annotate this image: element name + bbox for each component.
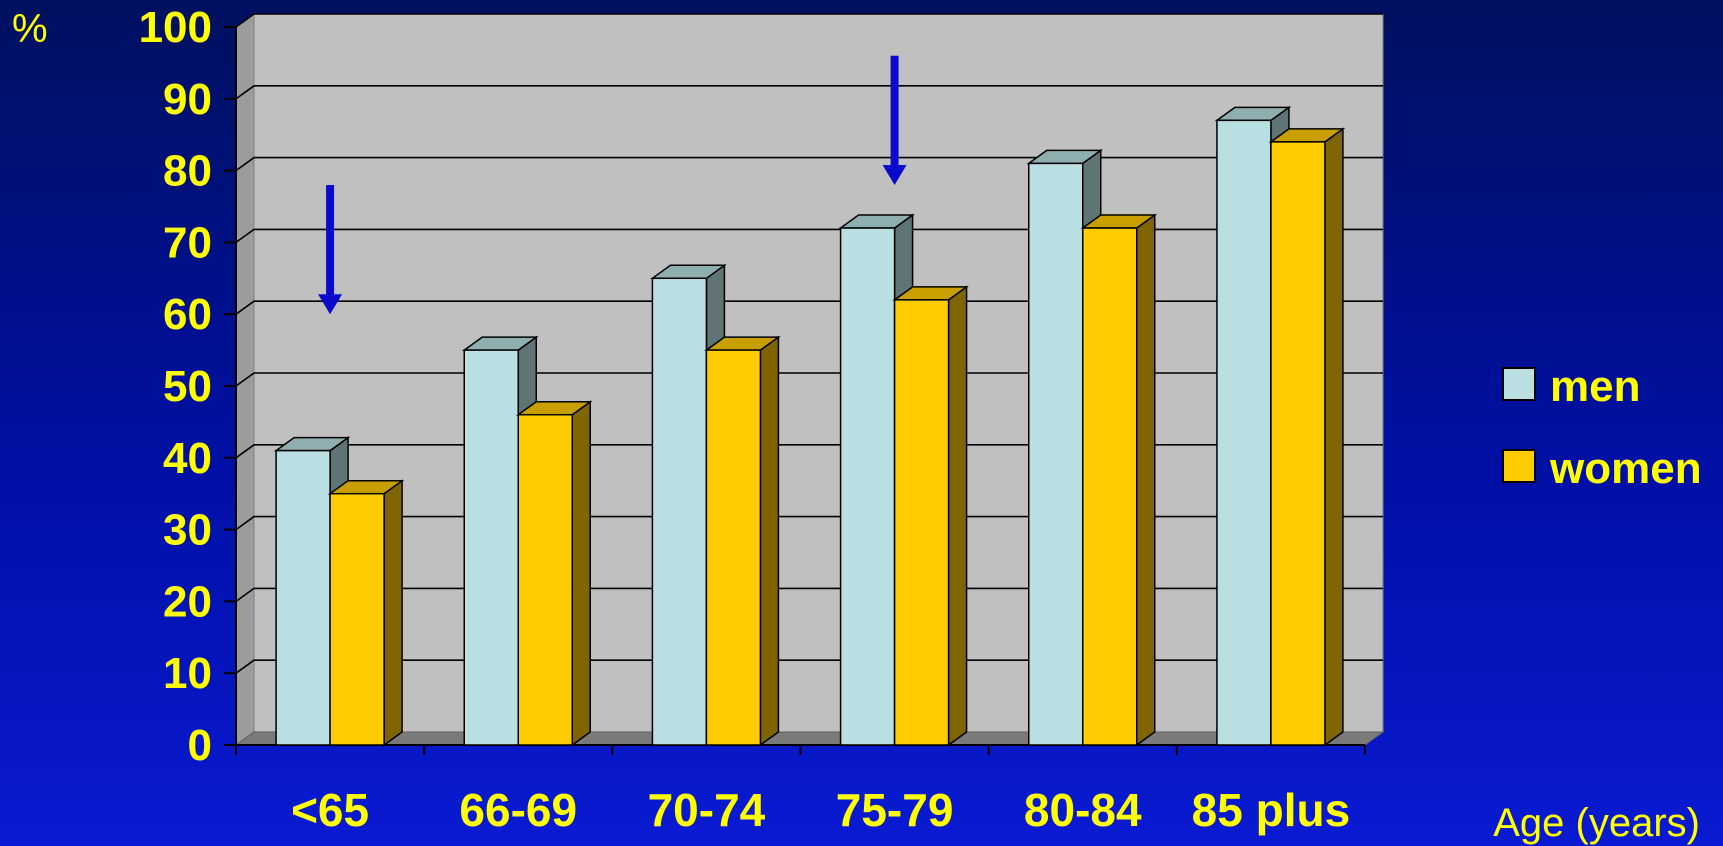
gridline bbox=[235, 156, 1383, 172]
bar-women-70-74 bbox=[704, 335, 781, 747]
plot-area bbox=[224, 13, 1385, 755]
bar-women-<65 bbox=[327, 479, 405, 747]
gridline bbox=[235, 443, 1383, 459]
y-tick-label: 0 bbox=[188, 721, 212, 770]
bar-side bbox=[383, 479, 403, 747]
gridline bbox=[235, 85, 1383, 100]
arrow-head bbox=[318, 294, 343, 315]
gridline bbox=[235, 515, 1383, 531]
y-tick-label: 80 bbox=[163, 147, 212, 196]
bar-side bbox=[1324, 127, 1344, 747]
bar-front bbox=[463, 349, 519, 746]
y-axis-unit-label: % bbox=[12, 7, 48, 51]
bar-front bbox=[275, 449, 331, 746]
bar-women-75-79 bbox=[892, 285, 969, 747]
x-tick-label: 75-79 bbox=[836, 784, 954, 836]
bar-front bbox=[517, 413, 573, 746]
gridline bbox=[235, 300, 1383, 315]
down-arrow-annotation bbox=[318, 184, 343, 315]
y-tick-label: 90 bbox=[163, 75, 212, 124]
y-tick-label: 70 bbox=[163, 218, 212, 267]
legend-swatch-women bbox=[1502, 449, 1536, 483]
legend: men women bbox=[1502, 362, 1702, 493]
bar-side bbox=[759, 335, 780, 747]
bar-front bbox=[1028, 162, 1084, 746]
y-tick-label: 30 bbox=[163, 506, 212, 555]
legend-label-men: men bbox=[1550, 362, 1640, 411]
down-arrow-annotation bbox=[882, 55, 907, 185]
bar-front bbox=[651, 277, 708, 746]
gridline bbox=[235, 372, 1383, 387]
bar-women-66-69 bbox=[515, 400, 593, 747]
y-tick-label: 40 bbox=[163, 434, 212, 483]
bar-front bbox=[893, 299, 950, 746]
bar-women-85 plus bbox=[1268, 127, 1346, 747]
bar-front bbox=[1082, 227, 1138, 746]
gridline bbox=[235, 13, 1383, 28]
y-tick-labels: 0 10 20 30 40 50 60 70 80 90 100 bbox=[139, 3, 212, 770]
arrow-head bbox=[882, 164, 907, 185]
x-tick-label: 85 plus bbox=[1192, 784, 1351, 836]
bars bbox=[273, 105, 1346, 747]
bar-front bbox=[1270, 141, 1326, 746]
bar-front bbox=[839, 227, 896, 746]
bar-front bbox=[1216, 119, 1272, 746]
x-tick-labels: <65 66-69 70-74 75-79 80-84 85 plus bbox=[291, 784, 1350, 836]
bar-side bbox=[1136, 213, 1156, 747]
legend-label-women: women bbox=[1549, 444, 1702, 493]
x-tick-label: 80-84 bbox=[1024, 784, 1142, 836]
x-tick-label: <65 bbox=[291, 784, 369, 836]
bar-women-80-84 bbox=[1080, 213, 1158, 747]
bar-side bbox=[571, 400, 591, 747]
gridline bbox=[235, 659, 1383, 674]
y-tick-label: 20 bbox=[163, 577, 212, 626]
y-tick-label: 60 bbox=[163, 290, 212, 339]
y-tick-label: 10 bbox=[163, 649, 212, 698]
y-tick-label: 50 bbox=[163, 362, 212, 411]
annotation-arrows bbox=[318, 55, 907, 315]
floor bbox=[234, 731, 1385, 746]
bar-side bbox=[947, 285, 968, 747]
bar-front bbox=[329, 492, 385, 746]
y-tick-label: 100 bbox=[139, 3, 212, 52]
gridline bbox=[235, 587, 1383, 603]
x-tick-label: 70-74 bbox=[648, 784, 766, 836]
legend-swatch-men bbox=[1502, 367, 1536, 401]
x-axis-title: Age (years) bbox=[1493, 801, 1700, 845]
gridline bbox=[235, 228, 1383, 244]
bar-front bbox=[705, 349, 762, 746]
x-tick-label: 66-69 bbox=[459, 784, 577, 836]
